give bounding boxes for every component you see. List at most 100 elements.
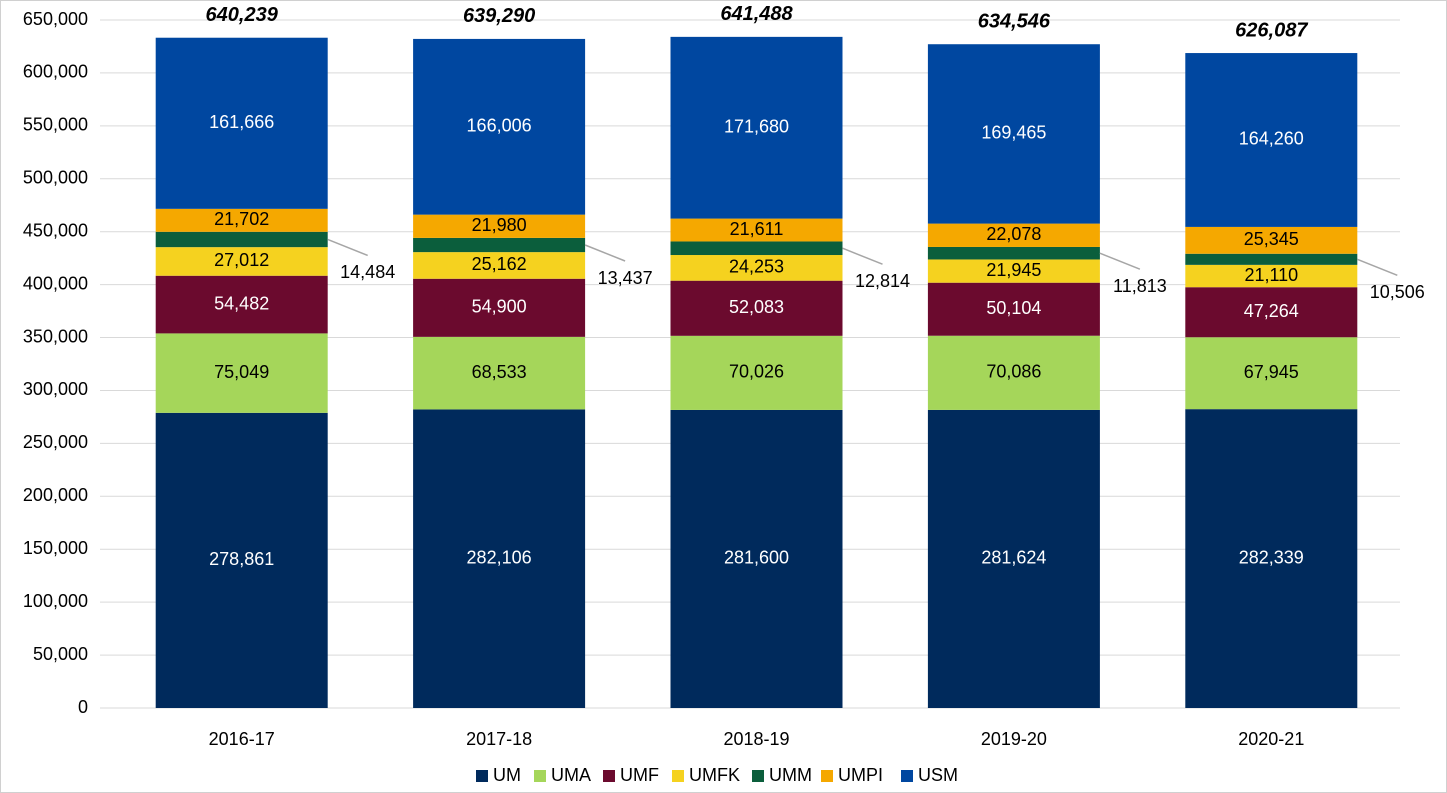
legend-label: UMPI — [838, 765, 883, 785]
legend-swatch — [672, 770, 684, 782]
legend-swatch — [534, 770, 546, 782]
label-leader — [584, 244, 626, 262]
legend-label: UMA — [551, 765, 591, 785]
total-label: 634,546 — [978, 11, 1051, 33]
legend-label: UM — [493, 765, 521, 785]
bar-segment — [413, 252, 586, 279]
bar-segment — [155, 247, 328, 276]
data-label: 13,437 — [598, 268, 653, 288]
label-leader — [842, 247, 883, 265]
bar-segment — [413, 237, 586, 253]
legend-label: UMF — [620, 765, 659, 785]
y-tick-label: 150,000 — [23, 538, 88, 558]
y-tick-label: 300,000 — [23, 379, 88, 399]
data-label: 10,506 — [1370, 282, 1425, 302]
data-label: 70,026 — [729, 362, 784, 382]
bar-segment — [670, 409, 843, 708]
data-label: 14,484 — [340, 262, 395, 282]
data-label: 67,945 — [1244, 362, 1299, 382]
bar-segment — [1185, 53, 1358, 227]
bar-segment — [927, 259, 1100, 283]
data-label: 75,049 — [214, 362, 269, 382]
data-label: 25,345 — [1244, 229, 1299, 249]
x-tick-label: 2019-20 — [981, 729, 1047, 749]
bar-segment — [155, 37, 328, 209]
bar-segment — [1185, 226, 1358, 254]
y-tick-label: 450,000 — [23, 220, 88, 240]
data-label: 281,624 — [981, 548, 1046, 568]
bar-segment — [413, 38, 586, 215]
x-tick-label: 2017-18 — [466, 729, 532, 749]
legend-label: USM — [918, 765, 958, 785]
data-label: 164,260 — [1239, 129, 1304, 149]
bar-segment — [155, 333, 328, 413]
bar-segment — [155, 208, 328, 232]
legend-label: UMM — [769, 765, 812, 785]
bar-segment — [1185, 253, 1358, 265]
total-label: 640,239 — [206, 4, 279, 26]
data-label: 282,339 — [1239, 547, 1304, 567]
y-tick-label: 250,000 — [23, 432, 88, 452]
bar-segment — [155, 275, 328, 334]
legend-swatch — [752, 770, 764, 782]
data-label: 21,945 — [986, 260, 1041, 280]
y-tick-label: 0 — [78, 697, 88, 717]
data-label: 161,666 — [209, 112, 274, 132]
bar-segment — [413, 336, 586, 410]
bar-segment — [927, 282, 1100, 336]
data-label: 21,110 — [1244, 265, 1298, 285]
legend-swatch — [476, 770, 488, 782]
bar-segment — [927, 409, 1100, 708]
bar-segment — [1185, 264, 1358, 288]
data-label: 21,611 — [730, 219, 784, 239]
data-label: 68,533 — [472, 362, 527, 382]
data-label: 22,078 — [986, 224, 1041, 244]
total-label: 626,087 — [1235, 19, 1308, 41]
bar-segment — [927, 246, 1100, 260]
bar-segment — [1185, 409, 1358, 708]
bar-segment — [155, 412, 328, 708]
x-tick-label: 2016-17 — [209, 729, 275, 749]
y-tick-label: 350,000 — [23, 326, 88, 346]
data-label: 282,106 — [467, 547, 532, 567]
y-tick-label: 550,000 — [23, 115, 88, 135]
bar-segment — [413, 278, 586, 337]
legend-swatch — [821, 770, 833, 782]
legend-swatch — [901, 770, 913, 782]
bar-segment — [670, 241, 843, 256]
legend-swatch — [603, 770, 615, 782]
data-label: 12,814 — [855, 271, 910, 291]
y-tick-label: 200,000 — [23, 485, 88, 505]
bar-segment — [670, 255, 843, 281]
bar-segment — [670, 36, 843, 219]
data-label: 11,813 — [1113, 276, 1167, 296]
data-label: 166,006 — [467, 116, 532, 136]
data-label: 24,253 — [729, 257, 784, 277]
y-tick-label: 50,000 — [33, 644, 88, 664]
data-label: 54,482 — [214, 293, 269, 313]
bar-segment — [927, 44, 1100, 224]
bar-segment — [413, 214, 586, 238]
bar-segment — [1185, 337, 1358, 410]
data-label: 47,264 — [1244, 301, 1299, 321]
y-tick-label: 600,000 — [23, 62, 88, 82]
y-tick-label: 100,000 — [23, 591, 88, 611]
data-label: 54,900 — [472, 297, 527, 317]
bar-segment — [670, 218, 843, 242]
bar-segment — [927, 223, 1100, 247]
bar-segment — [670, 335, 843, 410]
bar-segment — [670, 280, 843, 336]
bar-segment — [155, 231, 328, 248]
data-label: 50,104 — [986, 298, 1041, 318]
data-label: 52,083 — [729, 297, 784, 317]
data-label: 25,162 — [472, 254, 527, 274]
x-tick-label: 2020-21 — [1238, 729, 1304, 749]
data-label: 171,680 — [724, 116, 789, 136]
label-leader — [327, 238, 368, 257]
y-tick-label: 650,000 — [23, 9, 88, 29]
data-label: 278,861 — [209, 549, 274, 569]
data-label: 169,465 — [981, 123, 1046, 143]
data-label: 21,702 — [214, 209, 269, 229]
bar-segment — [1185, 287, 1358, 338]
